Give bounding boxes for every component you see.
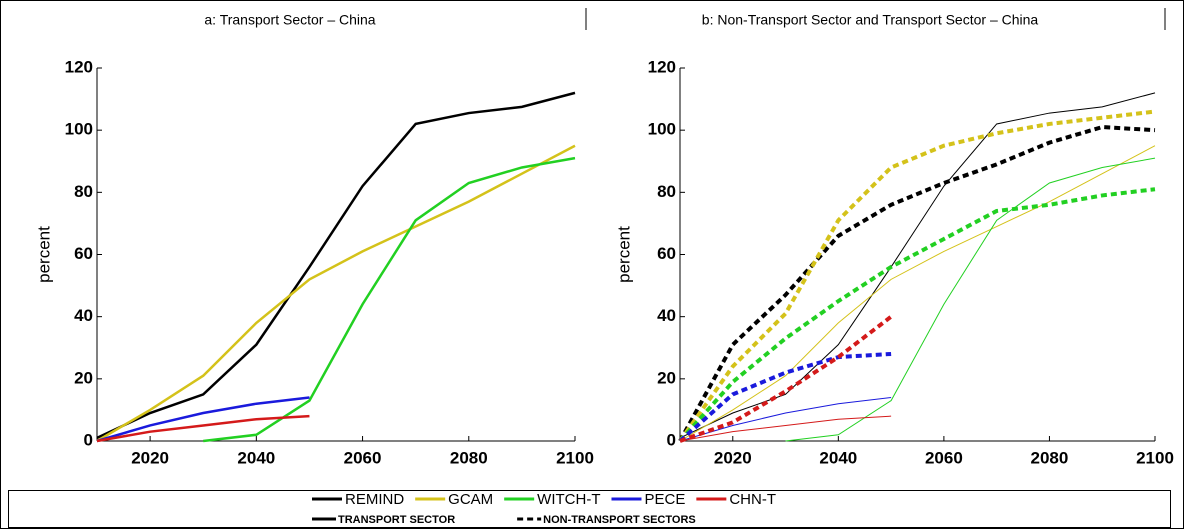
y-tick-label: 20 [657, 368, 676, 387]
legend-label: REMIND [345, 491, 404, 508]
series-line [203, 156, 576, 443]
y-tick-label: 80 [657, 182, 676, 201]
series-line [785, 157, 1156, 442]
x-tick-label: 2040 [237, 448, 275, 467]
y-tick-label: 0 [667, 430, 676, 449]
chart-title: a: Transport Sector – China [204, 12, 375, 28]
series-line [678, 351, 892, 443]
x-tick-label: 2100 [556, 448, 594, 467]
series-line [96, 144, 576, 443]
legend-style-label: NON-TRANSPORT SECTORS [543, 514, 696, 526]
y-tick-label: 20 [74, 368, 93, 387]
y-tick-label: 60 [74, 244, 93, 263]
x-tick-label: 2060 [344, 448, 382, 467]
series-line [679, 315, 893, 443]
legend-label: PECE [644, 491, 685, 508]
x-tick-label: 2100 [1136, 448, 1174, 467]
legend-label: CHN-T [729, 491, 776, 508]
y-tick-label: 100 [648, 120, 676, 139]
y-tick-label: 40 [657, 306, 676, 325]
y-tick-label: 100 [65, 120, 93, 139]
y-tick-label: 80 [74, 182, 93, 201]
x-tick-label: 2040 [819, 448, 857, 467]
legend-label: WITCH-T [537, 491, 600, 508]
x-tick-label: 2060 [925, 448, 963, 467]
series-line [679, 145, 1156, 442]
x-tick-label: 2080 [450, 448, 488, 467]
y-axis-label: percent [34, 226, 53, 283]
y-tick-label: 120 [648, 57, 676, 76]
series-line [96, 396, 310, 443]
y-tick-label: 40 [74, 306, 93, 325]
y-tick-label: 0 [84, 430, 93, 449]
series-line [96, 414, 310, 443]
series-line [678, 187, 1156, 443]
y-tick-label: 60 [657, 244, 676, 263]
chart-title: b: Non-Transport Sector and Transport Se… [702, 12, 1039, 28]
x-tick-label: 2020 [714, 448, 752, 467]
x-tick-label: 2020 [131, 448, 169, 467]
legend-box [8, 490, 1171, 528]
series-line [679, 415, 892, 442]
series-line [678, 109, 1156, 443]
x-tick-label: 2080 [1031, 448, 1069, 467]
series-line [678, 125, 1156, 442]
legend-style-label: TRANSPORT SECTOR [338, 514, 455, 526]
series-line [679, 396, 892, 442]
y-tick-label: 120 [65, 57, 93, 76]
series-line [679, 92, 1156, 439]
series-line [96, 91, 576, 440]
y-axis-label: percent [614, 226, 633, 283]
legend-label: GCAM [448, 491, 493, 508]
